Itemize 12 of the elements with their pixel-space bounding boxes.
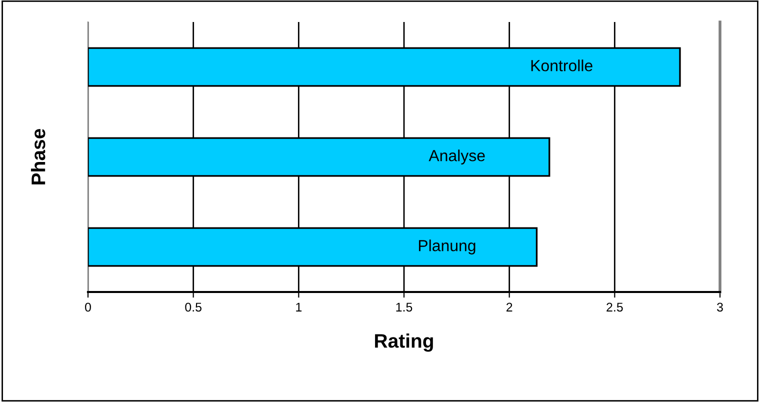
x-tick-label: 1.5 — [396, 302, 412, 312]
x-tick-label: 3 — [717, 302, 723, 312]
x-tick-label: 0.5 — [185, 302, 202, 312]
x-tick-label: 2 — [506, 302, 512, 312]
x-tick-label: 0 — [85, 302, 91, 312]
y-tick-label: Planung — [418, 240, 476, 254]
y-axis-title: Phase — [30, 129, 46, 184]
x-axis-title: Rating — [375, 334, 433, 352]
x-tick-label: 1 — [296, 302, 302, 312]
x-tick-label: 2.5 — [606, 302, 623, 312]
y-tick-label: Analyse — [428, 150, 485, 164]
y-tick-label: Kontrolle — [531, 60, 592, 72]
